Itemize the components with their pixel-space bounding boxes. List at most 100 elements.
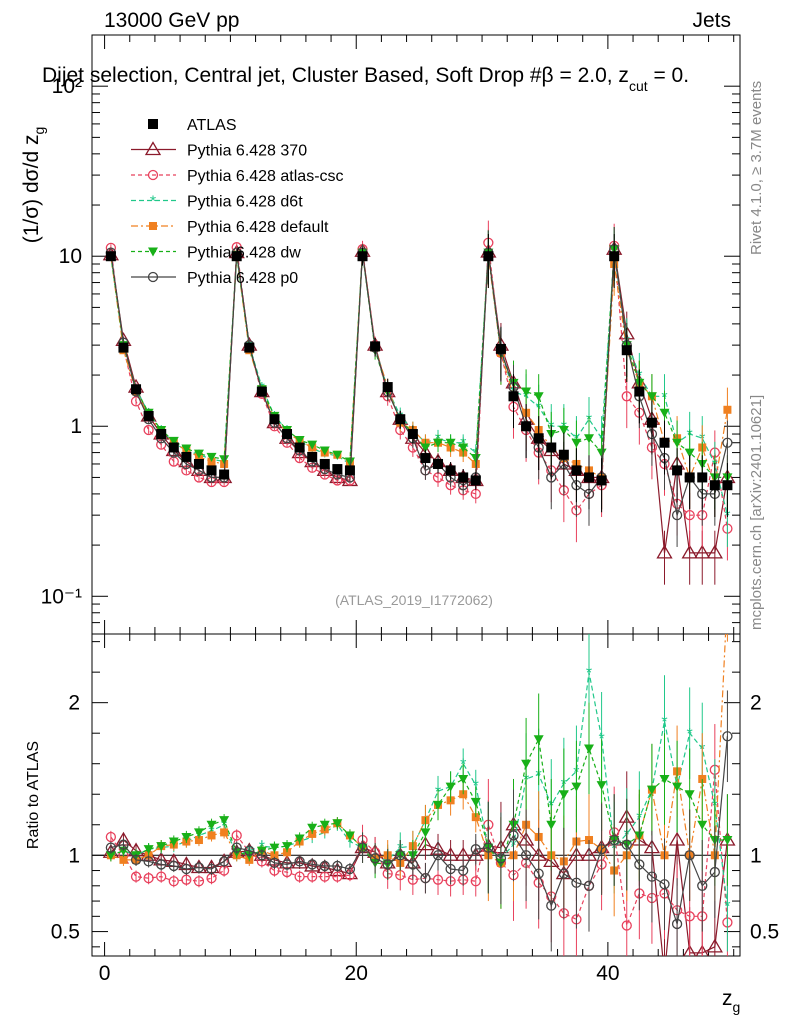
selection-title-end: = 0. xyxy=(648,64,689,87)
x-axis-label: zg xyxy=(722,987,740,1015)
legend-marker-p0 xyxy=(147,271,159,283)
ratio-point-p0 xyxy=(231,842,242,853)
main-y-tick-label: 10² xyxy=(52,75,82,98)
main-point-dw xyxy=(193,449,204,459)
ratio-point-p0 xyxy=(395,850,406,861)
main-point-dw xyxy=(307,440,318,450)
ratio-point-dw xyxy=(307,823,318,833)
ratio-point-dw xyxy=(659,774,670,784)
ratio-point-dw xyxy=(458,774,469,784)
ratio-point-dw xyxy=(420,828,431,838)
ratio-point-p0 xyxy=(671,918,683,930)
ratio-point-p370 xyxy=(695,944,709,956)
ratio-point-p0 xyxy=(609,834,620,846)
ratio-point-atlascsc xyxy=(193,876,205,887)
main-point-default xyxy=(723,405,732,414)
ratio-point-p0 xyxy=(206,863,217,875)
ratio-point-dw xyxy=(445,782,456,792)
ratio-point-p0 xyxy=(621,839,632,850)
y-axis-label-main-text: (1/σ) dσ/d z xyxy=(20,135,43,244)
ratio-point-p0 xyxy=(193,862,205,873)
ratio-y-tick-label: 2 xyxy=(68,692,80,715)
main-point-atlas xyxy=(533,433,544,444)
main-point-dw xyxy=(458,443,469,453)
legend-item-d6t: * Pythia 6.428 d6t xyxy=(131,194,303,211)
main-point-atlas xyxy=(168,442,179,453)
ratio-point-p0 xyxy=(684,850,695,861)
ratio-point-p0 xyxy=(168,860,179,872)
main-point-dw xyxy=(470,454,481,464)
main-point-atlas xyxy=(282,429,293,440)
ratio-point-d6t: * xyxy=(687,726,693,743)
main-axis-ticks: 10⁻¹ 1 10 10² xyxy=(41,35,740,634)
legend-marker-p370 xyxy=(144,141,162,156)
main-point-p0 xyxy=(671,510,683,521)
main-point-dw xyxy=(445,438,456,448)
main-point-atlas xyxy=(672,465,683,476)
ratio-point-dw xyxy=(206,820,217,830)
ratio-point-p0 xyxy=(571,877,582,888)
legend-label-d6t: Pythia 6.428 d6t xyxy=(187,194,303,211)
main-point-atlas xyxy=(697,472,708,483)
main-point-atlas xyxy=(470,475,481,486)
ratio-point-dw xyxy=(558,790,569,800)
x-tick-label: 20 xyxy=(345,962,368,985)
main-point-atlascsc xyxy=(684,510,695,521)
x-tick-label: 0 xyxy=(99,962,111,985)
main-point-atlas xyxy=(646,417,657,428)
main-point-atlascsc xyxy=(143,424,154,436)
ratio-point-d6t: * xyxy=(586,665,592,682)
main-point-dw xyxy=(344,457,355,467)
legend-marker-default xyxy=(149,222,157,230)
ratio-point-default xyxy=(220,828,229,837)
ratio-point-dw xyxy=(546,820,557,830)
ratio-point-atlascsc xyxy=(332,871,343,882)
legend: ATLAS Pythia 6.428 370 Pythia 6.428 atlas-… xyxy=(131,117,344,287)
legend-item-atlascsc: Pythia 6.428 atlas-csc xyxy=(131,168,344,185)
ratio-point-p0 xyxy=(332,860,343,872)
main-point-p370 xyxy=(694,544,711,559)
main-point-atlas xyxy=(546,442,557,453)
ratio-point-p0 xyxy=(256,850,268,861)
main-point-atlas xyxy=(332,464,343,475)
ratio-point-p0 xyxy=(357,842,368,853)
ratio-point-d6t: * xyxy=(598,731,604,748)
main-point-dw xyxy=(219,455,230,465)
ratio-point-p0 xyxy=(483,842,494,853)
legend-marker-d6t: * xyxy=(150,194,156,211)
main-point-atlas xyxy=(634,386,645,397)
ratio-point-dw xyxy=(282,842,293,852)
main-point-atlas xyxy=(118,342,129,353)
ratio-point-dw xyxy=(332,819,343,829)
ratio-series-line-atlascsc xyxy=(110,769,728,928)
ratio-point-p0 xyxy=(407,859,419,870)
ratio-point-dw xyxy=(684,790,695,800)
legend-label-atlascsc: Pythia 6.428 atlas-csc xyxy=(187,168,344,185)
ratio-point-p0 xyxy=(420,873,431,884)
main-point-dw xyxy=(206,452,217,462)
ratio-point-p0 xyxy=(458,865,469,876)
ratio-point-p0 xyxy=(294,856,305,867)
main-point-atlas xyxy=(659,437,670,448)
ratio-point-atlascsc xyxy=(470,876,481,887)
x-tick-label: 40 xyxy=(596,962,619,985)
ratio-point-atlascsc xyxy=(684,911,695,922)
ratio-point-dw xyxy=(697,820,708,830)
main-point-dw xyxy=(571,438,582,448)
ratio-point-dw xyxy=(584,744,595,754)
ratio-series-line-d6t xyxy=(110,672,728,906)
legend-item-dw: Pythia 6.428 dw xyxy=(131,245,301,262)
legend-label-dw: Pythia 6.428 dw xyxy=(187,245,301,262)
main-point-dw xyxy=(596,448,607,458)
x-axis-label-sub: g xyxy=(733,999,741,1015)
main-point-atlas xyxy=(143,410,154,421)
ratio-point-atlascsc xyxy=(432,874,444,885)
ratio-point-p370 xyxy=(683,944,697,956)
ratio-point-p370 xyxy=(668,831,686,846)
main-point-dw xyxy=(294,436,305,446)
ratio-point-atlascsc xyxy=(181,874,192,885)
main-point-atlas xyxy=(709,480,720,491)
x-axis-label-text: z xyxy=(722,987,733,1010)
main-point-atlas xyxy=(445,465,456,476)
